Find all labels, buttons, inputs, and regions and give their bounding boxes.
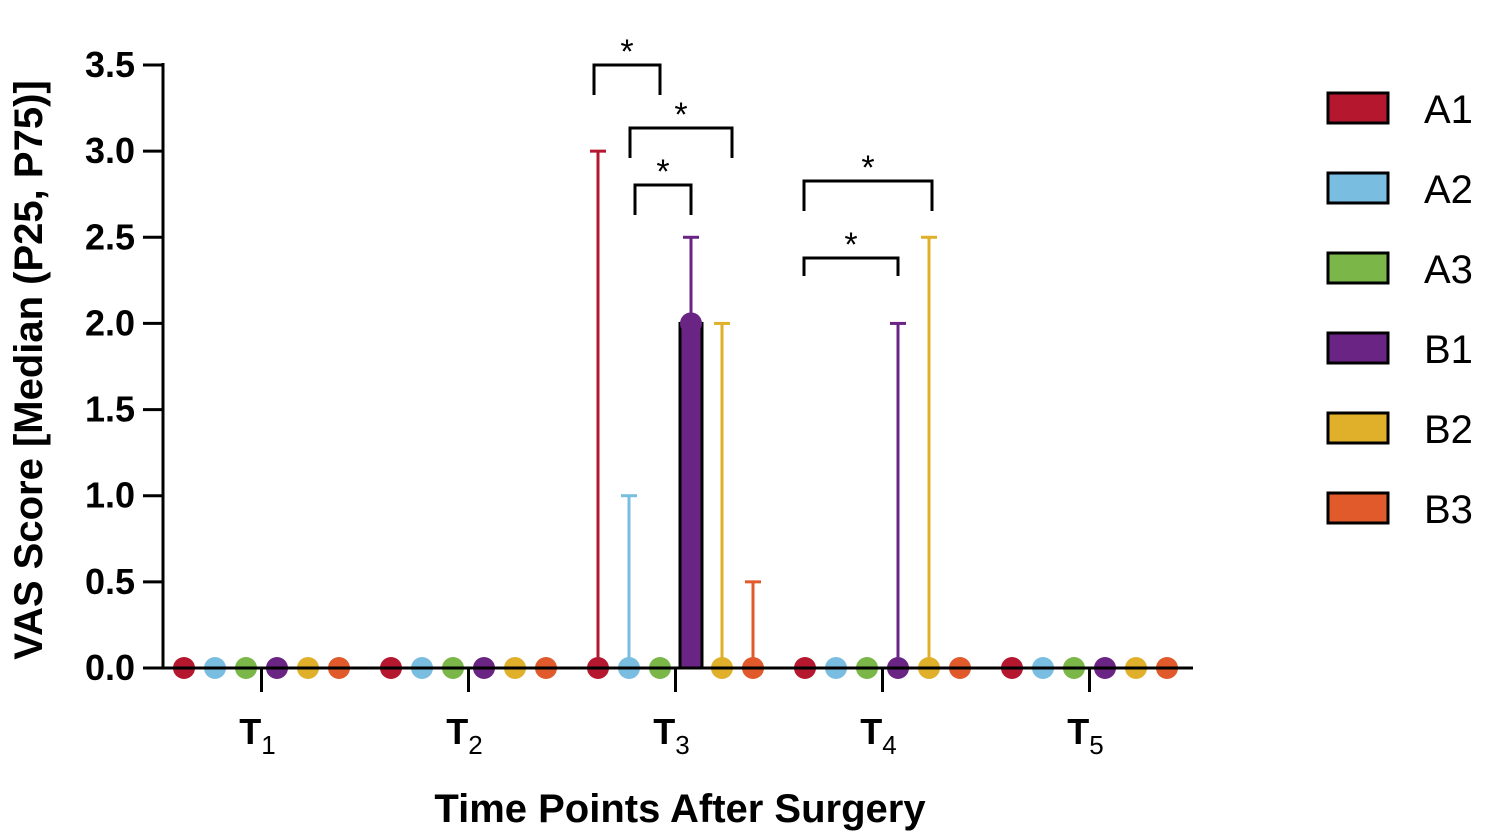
significance-layer: *** ** [592, 33, 934, 276]
significance-star: * [844, 226, 857, 264]
legend: A1 A2 A3 B1 B2 B3 [1326, 88, 1473, 532]
significance-bracket [802, 256, 900, 276]
y-tick-label: 3.0 [85, 130, 135, 171]
x-tick-label: T1 [239, 711, 275, 760]
x-axis-title: Time Points After Surgery [434, 787, 926, 831]
significance-bracket [802, 179, 934, 211]
legend-label: B3 [1424, 488, 1473, 532]
significance-star: * [861, 149, 874, 187]
x-tick-label: T3 [653, 711, 689, 760]
x-tick-label: T2 [446, 711, 482, 760]
legend-swatch [1326, 491, 1390, 525]
y-tick-label: 2.0 [85, 302, 135, 343]
legend-swatch [1326, 411, 1390, 445]
bar [678, 321, 704, 670]
legend-swatch [1326, 331, 1390, 365]
legend-swatch [1326, 251, 1390, 285]
y-tick-label: 2.5 [85, 216, 135, 257]
legend-label: B2 [1424, 408, 1473, 452]
y-tick-label: 1.5 [85, 389, 135, 430]
legend-label: A2 [1424, 168, 1473, 212]
bars-layer [678, 321, 704, 670]
y-tick-label: 3.5 [85, 44, 135, 85]
y-axis-title: VAS Score [Median (P25, P75)] [7, 80, 51, 659]
legend-swatch [1326, 91, 1390, 125]
significance-star: * [620, 33, 633, 71]
significance-bracket [633, 183, 693, 215]
significance-star: * [674, 96, 687, 134]
axes-layer: 0.0 0.5 1.0 1.5 2.0 2.5 3.0 3.5 T1 T2 T3 T4 T5 [85, 44, 1193, 760]
legend-label: A3 [1424, 248, 1473, 292]
x-tick-label: T5 [1067, 711, 1103, 760]
significance-bracket [628, 126, 734, 158]
significance-star: * [656, 153, 669, 191]
y-tick-label: 0.5 [85, 561, 135, 602]
legend-swatch [1326, 171, 1390, 205]
median-points-layer [173, 312, 1178, 679]
significance-bracket [592, 63, 662, 95]
legend-label: B1 [1424, 328, 1473, 372]
y-tick-label: 0.0 [85, 647, 135, 688]
legend-label: A1 [1424, 88, 1473, 132]
y-tick-label: 1.0 [85, 475, 135, 516]
median-point [680, 312, 702, 335]
whiskers-layer [590, 149, 937, 668]
x-tick-label: T4 [860, 711, 896, 760]
